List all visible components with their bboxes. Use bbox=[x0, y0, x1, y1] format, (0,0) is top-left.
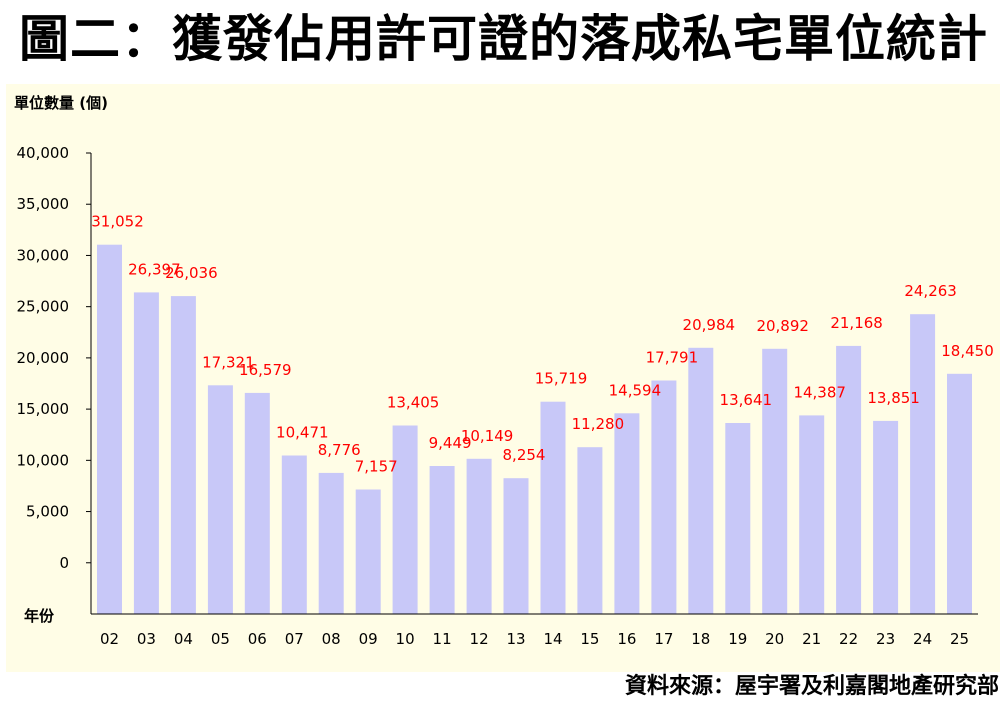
bar-19 bbox=[725, 423, 751, 614]
data-label: 17,321 bbox=[202, 353, 255, 371]
x-tick-label: 18 bbox=[691, 630, 710, 648]
x-tick-label: 07 bbox=[285, 630, 304, 648]
x-tick-label: 02 bbox=[100, 630, 119, 648]
bar-13 bbox=[503, 478, 529, 614]
bar-16 bbox=[614, 413, 640, 614]
x-tick-label: 20 bbox=[765, 630, 784, 648]
data-label: 10,149 bbox=[461, 427, 514, 445]
data-label: 11,280 bbox=[572, 415, 625, 433]
x-tick-label: 14 bbox=[543, 630, 562, 648]
x-tick-label: 06 bbox=[248, 630, 267, 648]
bar-18 bbox=[688, 347, 714, 614]
data-label: 24,263 bbox=[904, 282, 957, 300]
data-label: 18,450 bbox=[941, 342, 994, 360]
bar-03 bbox=[133, 292, 159, 614]
bars-group bbox=[97, 244, 972, 614]
bar-08 bbox=[318, 472, 344, 614]
data-label: 16,579 bbox=[239, 361, 292, 379]
bar-22 bbox=[836, 345, 862, 614]
data-label: 8,254 bbox=[503, 446, 546, 464]
data-label: 8,776 bbox=[318, 441, 361, 459]
data-label: 7,157 bbox=[355, 458, 398, 476]
x-tick-label: 12 bbox=[470, 630, 489, 648]
bar-23 bbox=[873, 420, 899, 614]
data-label: 9,449 bbox=[429, 434, 472, 452]
bar-24 bbox=[910, 314, 936, 614]
y-tick-label: 10,000 bbox=[17, 451, 70, 469]
y-tick-label: 25,000 bbox=[17, 298, 70, 316]
source-note: 資料來源：屋宇署及利嘉閣地產研究部 bbox=[624, 674, 999, 699]
data-label: 13,641 bbox=[720, 391, 773, 409]
data-label: 15,719 bbox=[535, 370, 588, 388]
x-tick-label: 19 bbox=[728, 630, 747, 648]
bar-07 bbox=[281, 455, 307, 614]
x-tick-label: 23 bbox=[876, 630, 895, 648]
x-tick-label: 24 bbox=[913, 630, 932, 648]
x-tick-label: 16 bbox=[617, 630, 636, 648]
data-label: 14,594 bbox=[609, 381, 662, 399]
data-label: 26,397 bbox=[128, 260, 181, 278]
data-label: 20,984 bbox=[683, 316, 736, 334]
x-tick-label: 10 bbox=[396, 630, 415, 648]
x-tick-label: 05 bbox=[211, 630, 230, 648]
x-tick-label: 21 bbox=[802, 630, 821, 648]
x-tick-label: 09 bbox=[359, 630, 378, 648]
data-label: 17,791 bbox=[646, 349, 699, 367]
bar-14 bbox=[540, 401, 566, 614]
y-tick-label: 40,000 bbox=[17, 144, 70, 162]
x-tick-label: 04 bbox=[174, 630, 193, 648]
x-tick-label: 13 bbox=[506, 630, 525, 648]
data-label: 20,892 bbox=[756, 317, 809, 335]
y-tick-label: 35,000 bbox=[17, 195, 70, 213]
bar-25 bbox=[947, 373, 972, 614]
data-label: 13,405 bbox=[387, 394, 440, 412]
bar-04 bbox=[170, 296, 196, 614]
bar-17 bbox=[651, 380, 677, 614]
axes-group: 0 5,000 10,000 15,000 20,000 25,000 30,000 35,0… bbox=[17, 144, 978, 648]
chart-title: 圖二：獲發佔用許可證的落成私宅單位統計 bbox=[19, 10, 988, 68]
bar-09 bbox=[355, 489, 381, 614]
data-label: 10,471 bbox=[276, 424, 329, 442]
y-axis-label: 單位數量 (個) bbox=[14, 94, 108, 112]
x-tick-label: 22 bbox=[839, 630, 858, 648]
x-tick-label: 03 bbox=[137, 630, 156, 648]
bar-21 bbox=[799, 415, 825, 614]
x-tick-label: 25 bbox=[950, 630, 969, 648]
y-tick-label: 20,000 bbox=[17, 349, 70, 367]
bar-15 bbox=[577, 447, 603, 614]
x-axis-label: 年份 bbox=[24, 607, 55, 625]
data-label: 13,851 bbox=[867, 389, 920, 407]
bar-20 bbox=[762, 348, 788, 614]
x-tick-label: 11 bbox=[433, 630, 452, 648]
x-tick-label: 08 bbox=[322, 630, 341, 648]
x-tick-label: 15 bbox=[580, 630, 599, 648]
y-tick-label: 5,000 bbox=[26, 503, 69, 521]
bar-10 bbox=[392, 425, 418, 614]
y-tick-label: 30,000 bbox=[17, 246, 70, 264]
data-label: 26,036 bbox=[165, 264, 218, 282]
bar-06 bbox=[244, 392, 270, 614]
bar-12 bbox=[466, 458, 492, 614]
bar-05 bbox=[207, 385, 233, 614]
y-tick-label: 0 bbox=[59, 554, 69, 572]
data-label: 21,168 bbox=[830, 314, 883, 332]
bar-11 bbox=[429, 466, 455, 614]
x-tick-label: 17 bbox=[654, 630, 673, 648]
data-label: 14,387 bbox=[793, 383, 846, 401]
data-label: 31,052 bbox=[91, 213, 144, 231]
y-tick-label: 15,000 bbox=[17, 400, 70, 418]
bar-02 bbox=[97, 244, 122, 614]
